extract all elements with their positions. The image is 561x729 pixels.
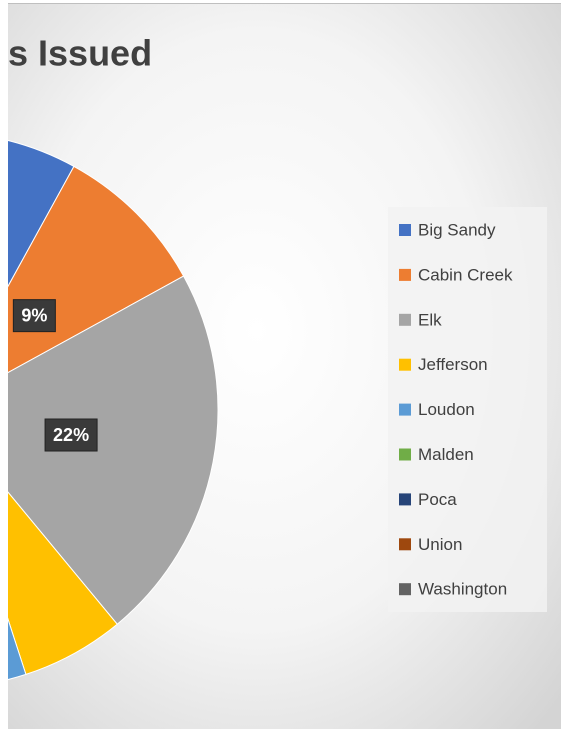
legend-swatch [399,224,411,236]
data-label: 9% [12,299,56,333]
legend-label: Jefferson [418,355,488,374]
legend-swatch [399,313,411,326]
legend-label: Malden [418,445,474,464]
data-label: 22% [44,418,98,452]
legend-swatch [399,583,411,596]
data-label-box [12,299,56,333]
data-label-text: 9% [21,305,47,325]
pie [8,140,219,680]
legend-box [388,207,547,612]
pie-slice [8,140,75,288]
pie-slice [8,617,27,680]
legend-label: Elk [418,310,442,329]
legend-swatch [399,493,411,506]
legend-swatch [399,403,411,416]
legend-label: Big Sandy [418,220,496,239]
pie-slice [8,275,219,625]
chart-title: s Issued [8,33,152,74]
legend-label: Cabin Creek [418,265,513,284]
legend-swatch [399,358,411,371]
data-label-text: 22% [53,425,89,445]
legend-label: Washington [418,580,507,599]
legend: Big Sandy Cabin Creek Elk Jefferson Loudon Ma… [399,220,513,599]
legend-label: Union [418,535,462,554]
legend-swatch [399,448,411,461]
legend-label: Loudon [418,400,475,419]
legend-swatch [399,538,411,551]
legend-label: Poca [418,490,457,509]
data-label-box [44,418,98,452]
legend-swatch [399,268,411,281]
